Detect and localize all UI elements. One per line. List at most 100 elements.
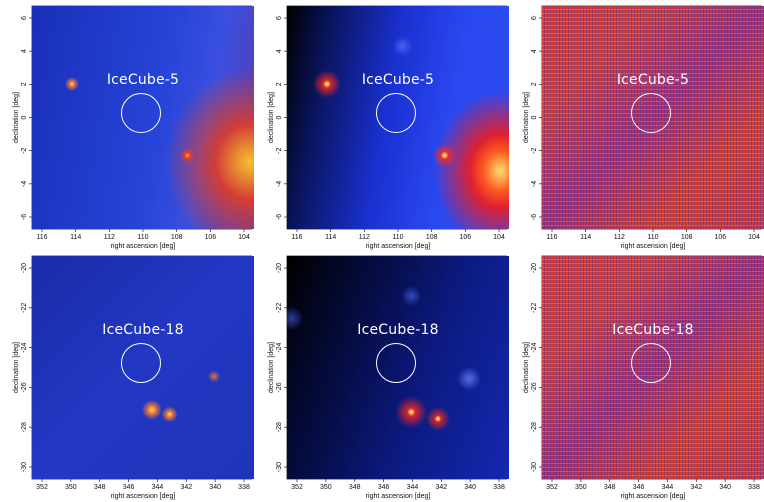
y-tick-label: -4 (531, 181, 538, 187)
y-tick-label: -24 (276, 342, 283, 352)
x-tick-label: 352 (36, 484, 48, 491)
y-tick-label: -6 (21, 214, 28, 220)
x-tick-label: 106 (459, 234, 471, 241)
x-tick-label: 348 (604, 484, 616, 491)
x-tick-label: 114 (325, 234, 336, 241)
y-tick-label: -22 (21, 303, 28, 313)
y-tick-label: 6 (276, 16, 283, 20)
x-tick-label: 110 (137, 234, 148, 241)
x-tick-label: 112 (359, 234, 370, 241)
x-tick-label: 340 (719, 484, 731, 491)
x-tick-label: 350 (575, 484, 587, 491)
x-tick-label: 110 (392, 234, 403, 241)
y-tick-label: -24 (21, 342, 28, 352)
counts-map-image: IceCube-18 (32, 256, 254, 479)
residual-map-image: IceCube-5 (542, 6, 764, 229)
y-tick-label: -26 (531, 382, 538, 392)
axes: 352 350 348 346 344 342 340 338 right ascension … (268, 255, 507, 500)
y-tick-label: -20 (21, 263, 28, 273)
y-axis-label: declination [deg] (268, 92, 275, 143)
y-tick-label: -30 (531, 462, 538, 472)
y-axis-label: declination [deg] (523, 342, 530, 393)
x-tick-label: 352 (291, 484, 303, 491)
y-tick-label: -30 (21, 462, 28, 472)
panel-icecube18-model: 352 350 348 346 344 342 340 338 right ascension … (257, 252, 509, 500)
x-tick-label: 340 (209, 484, 221, 491)
x-tick-label: 108 (171, 234, 183, 241)
x-tick-label: 108 (426, 234, 438, 241)
source-label: IceCube-18 (102, 322, 184, 338)
y-tick-label: 6 (531, 16, 538, 20)
x-tick-label: 338 (748, 484, 760, 491)
x-tick-label: 110 (647, 234, 658, 241)
x-tick-label: 344 (407, 484, 419, 491)
panel-icecube5-residual: 116 114 112 110 108 106 104 right ascension [de… (512, 2, 764, 250)
panel-icecube18-counts: 352 350 348 346 344 342 340 338 right ascension … (2, 252, 254, 500)
x-tick-label: 340 (464, 484, 476, 491)
x-tick-label: 114 (70, 234, 81, 241)
y-axis-label: declination [deg] (268, 342, 275, 393)
y-tick-label: 2 (531, 82, 538, 86)
y-tick-label: -20 (531, 263, 538, 273)
model-map-image: IceCube-18 (287, 256, 509, 479)
source-label: IceCube-18 (357, 322, 439, 338)
source-label: IceCube-5 (106, 72, 180, 88)
model-map-image: IceCube-5 (287, 6, 509, 229)
x-axis-label: right ascension [deg] (621, 243, 686, 250)
y-tick-label: -26 (276, 382, 283, 392)
y-tick-label: -30 (276, 462, 283, 472)
panel-icecube18-residual: 352 350 348 346 344 342 340 338 right ascension … (512, 252, 764, 500)
x-tick-label: 348 (349, 484, 361, 491)
y-tick-label: 0 (276, 115, 283, 119)
x-tick-label: 104 (493, 234, 505, 241)
y-tick-label: -22 (276, 303, 283, 313)
y-axis-label: declination [deg] (523, 92, 530, 143)
x-tick-label: 346 (633, 484, 645, 491)
y-axis-label: declination [deg] (13, 342, 20, 393)
error-circle (631, 93, 671, 133)
y-axis-label: declination [deg] (13, 92, 20, 143)
y-tick-label: 2 (21, 82, 28, 86)
y-tick-label: -4 (21, 181, 28, 187)
x-tick-label: 344 (662, 484, 674, 491)
residual-map-image: IceCube-18 (542, 256, 764, 479)
y-tick-label: -2 (531, 147, 538, 153)
y-tick-label: -24 (531, 342, 538, 352)
y-tick-label: -2 (21, 147, 28, 153)
counts-map-image: IceCube-5 (32, 6, 254, 229)
error-circle (121, 343, 161, 383)
y-tick-label: 0 (21, 115, 28, 119)
x-tick-label: 338 (493, 484, 505, 491)
source-label: IceCube-18 (612, 322, 694, 338)
x-tick-label: 116 (36, 234, 47, 241)
error-circle (631, 343, 671, 383)
x-tick-label: 108 (681, 234, 693, 241)
y-tick-label: -28 (531, 422, 538, 432)
x-tick-label: 346 (123, 484, 135, 491)
error-circle (121, 93, 161, 133)
x-tick-label: 348 (94, 484, 106, 491)
x-tick-label: 342 (690, 484, 702, 491)
y-tick-label: 4 (531, 49, 538, 53)
x-tick-label: 104 (748, 234, 760, 241)
source-label: IceCube-5 (616, 72, 690, 88)
x-tick-label: 346 (378, 484, 390, 491)
x-axis-label: right ascension [deg] (366, 243, 431, 250)
y-tick-label: 2 (276, 82, 283, 86)
panel-icecube5-model: 116 114 112 110 108 106 104 right ascension [de… (257, 2, 509, 250)
x-tick-label: 352 (546, 484, 558, 491)
x-tick-label: 106 (204, 234, 216, 241)
y-tick-label: -4 (276, 181, 283, 187)
y-tick-label: -28 (21, 422, 28, 432)
y-tick-label: 4 (276, 49, 283, 53)
y-tick-label: 4 (21, 49, 28, 53)
x-tick-label: 350 (320, 484, 332, 491)
y-tick-label: -20 (276, 263, 283, 273)
y-tick-label: -2 (276, 147, 283, 153)
source-label: IceCube-5 (361, 72, 435, 88)
axes: 352 350 348 346 344 342 340 338 right ascension … (523, 255, 762, 500)
y-tick-label: -6 (276, 214, 283, 220)
error-circle (376, 93, 416, 133)
error-circle (376, 343, 416, 383)
x-tick-label: 112 (104, 234, 115, 241)
